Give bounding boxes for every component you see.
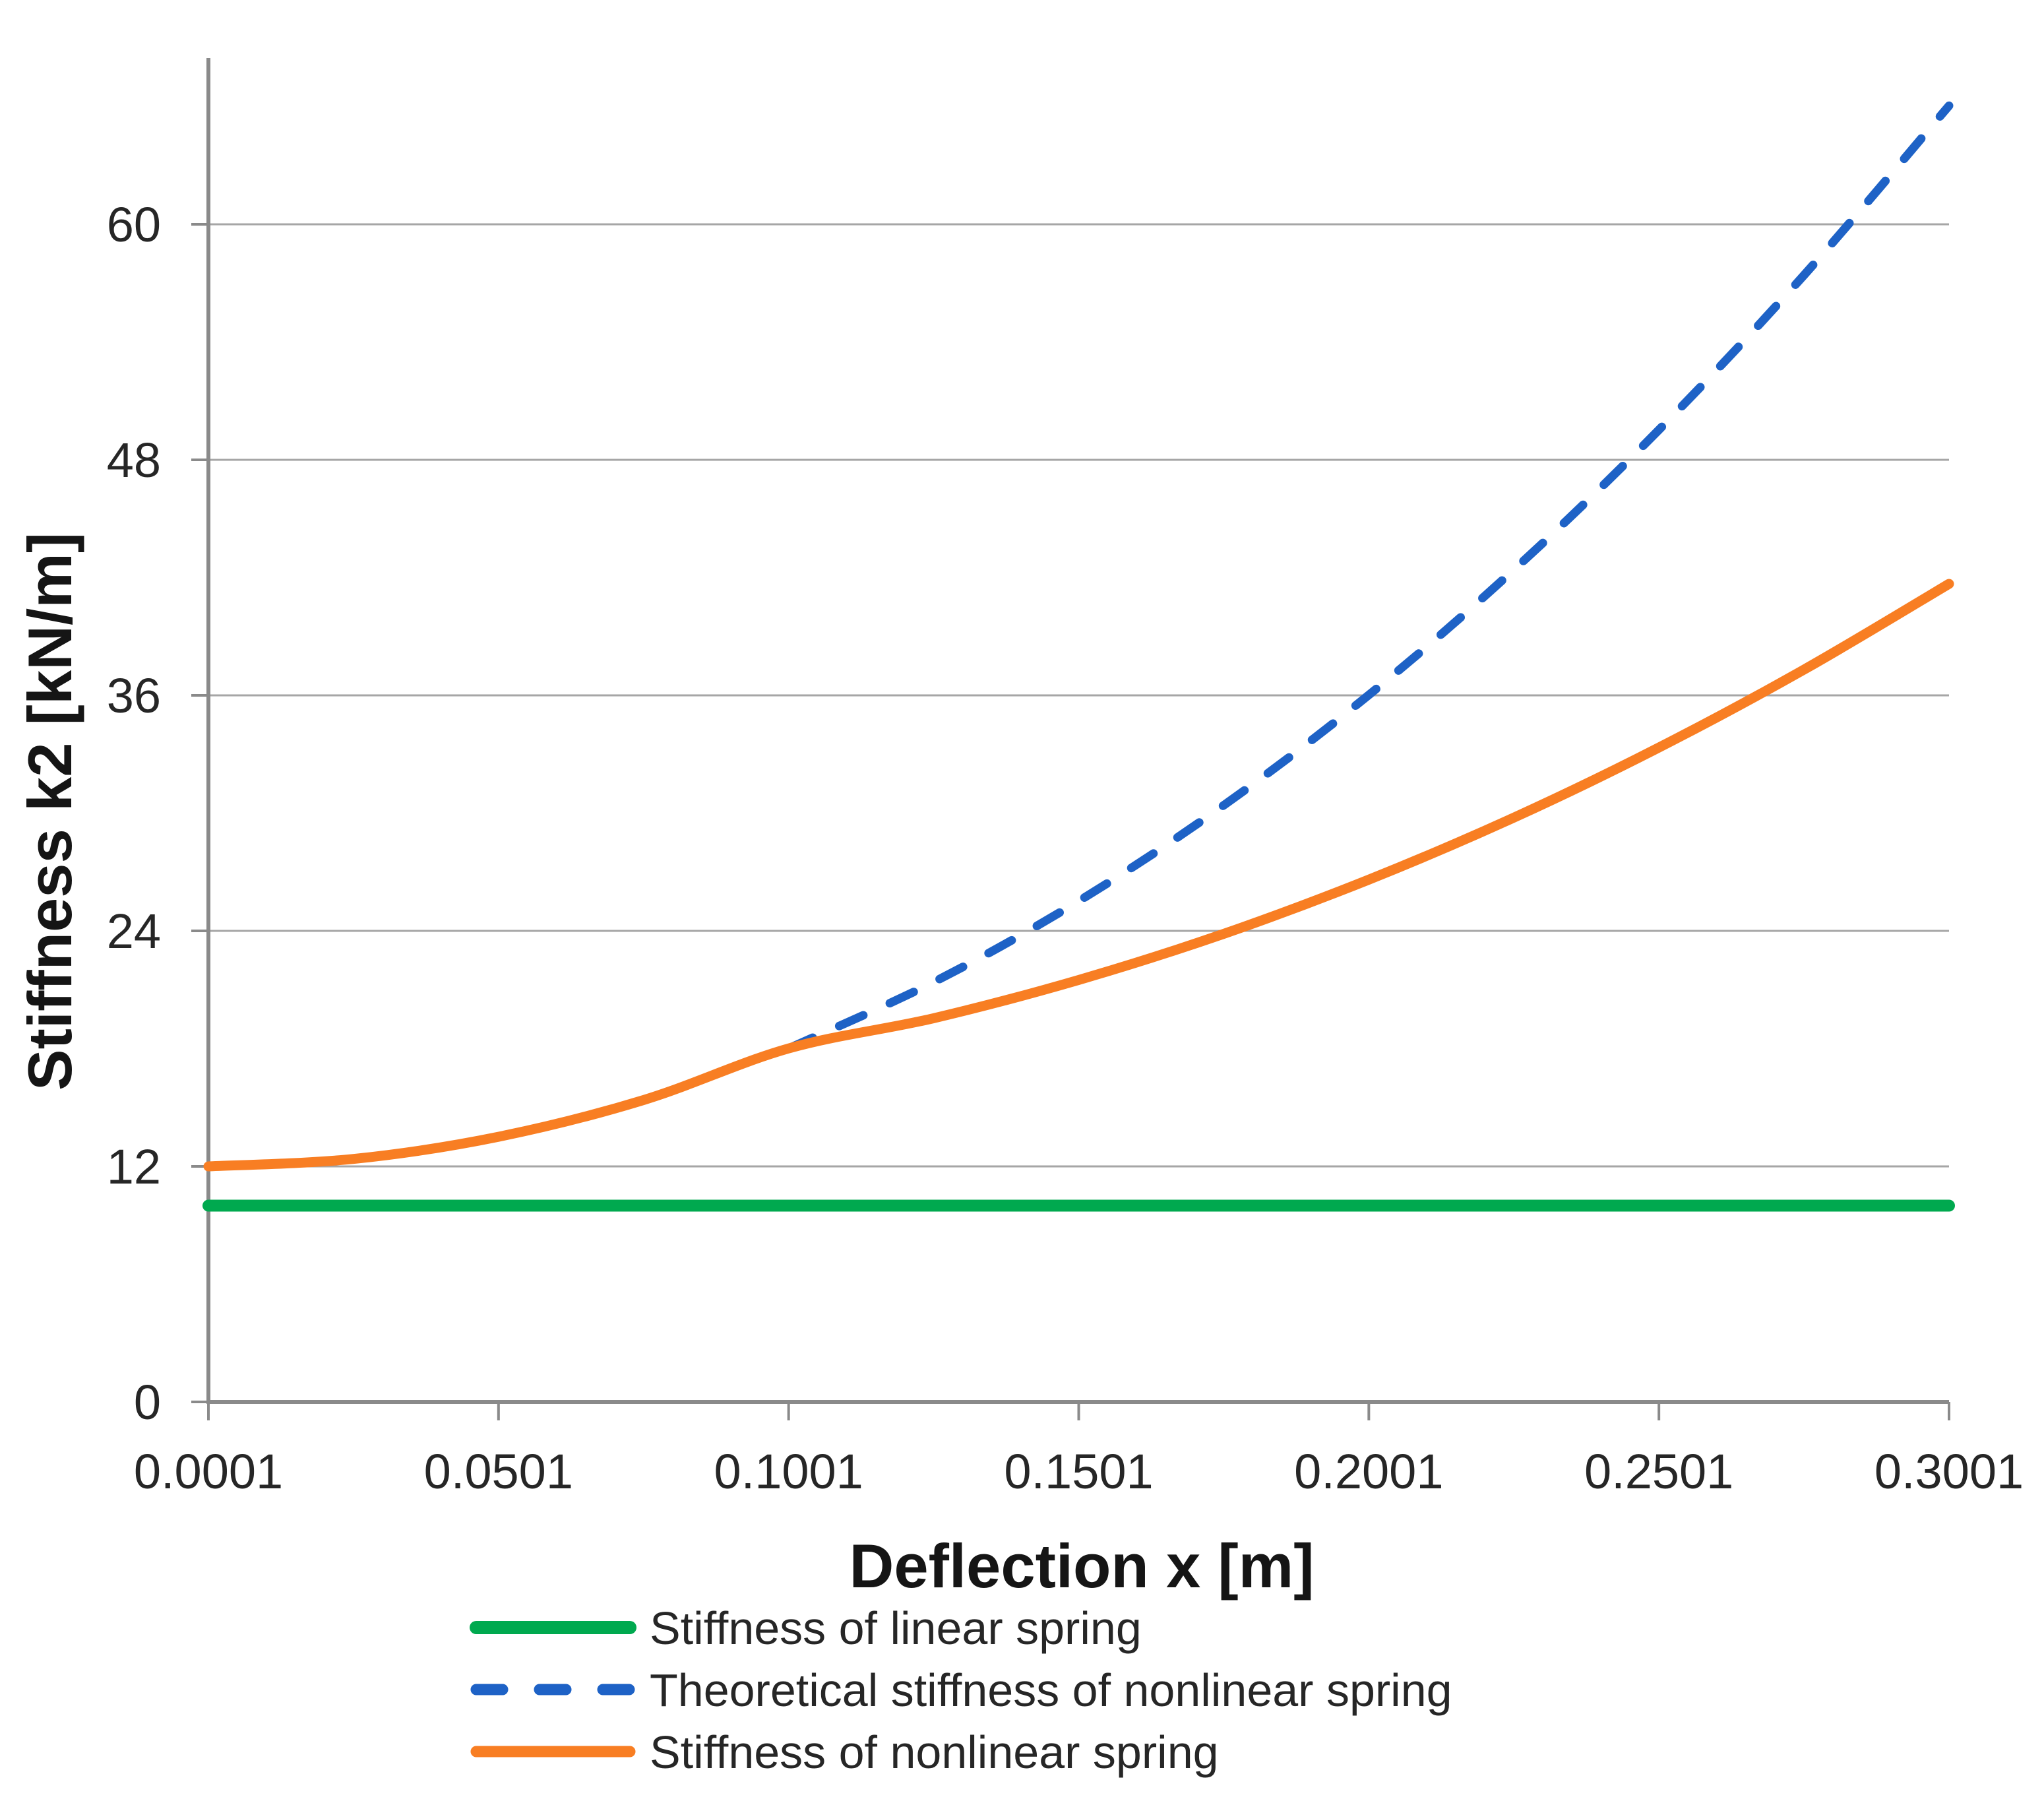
legend-item-nonlinear-spring: Stiffness of nonlinear spring xyxy=(470,1726,1219,1778)
y-tick-label: 36 xyxy=(107,668,161,723)
legend-item-theoretical-nonlinear-spring: Theoretical stiffness of nonlinear sprin… xyxy=(470,1664,1452,1716)
x-tick-label: 0.1501 xyxy=(1004,1444,1153,1499)
x-tick-label: 0.0001 xyxy=(134,1444,283,1499)
y-tick-label: 48 xyxy=(107,433,161,488)
y-axis-title: Stiffness k2 [kN/m] xyxy=(15,532,84,1091)
legend-label-linear-spring: Stiffness of linear spring xyxy=(650,1602,1142,1654)
series-theoretical-nonlinear-spring xyxy=(784,101,1954,1053)
x-tick-label: 0.2501 xyxy=(1584,1444,1733,1499)
x-axis-title: Deflection x [m] xyxy=(849,1531,1314,1600)
series-nonlinear-spring xyxy=(203,579,1954,1172)
x-tick-label: 0.3001 xyxy=(1874,1444,2024,1499)
legend-label-theoretical-nonlinear-spring: Theoretical stiffness of nonlinear sprin… xyxy=(650,1664,1452,1716)
legend-label-nonlinear-spring: Stiffness of nonlinear spring xyxy=(650,1726,1219,1778)
legend: Stiffness of linear spring Theoretical s… xyxy=(470,1602,1452,1778)
x-tick-label: 0.2001 xyxy=(1294,1444,1443,1499)
x-tick-label: 0.1001 xyxy=(714,1444,863,1499)
x-tick-label: 0.0501 xyxy=(424,1444,573,1499)
y-tick-label: 60 xyxy=(107,197,161,252)
legend-item-linear-spring: Stiffness of linear spring xyxy=(470,1602,1142,1654)
y-tick-label: 12 xyxy=(107,1139,161,1194)
tick-marks xyxy=(191,223,1950,1420)
series-lines xyxy=(202,101,1955,1212)
tick-labels: 0 12 24 36 48 60 0.0001 0.0501 0.1001 0.1501 0.200… xyxy=(107,197,2024,1499)
y-tick-label: 24 xyxy=(107,904,161,959)
y-tick-label: 0 xyxy=(134,1375,161,1430)
gridlines xyxy=(208,223,1949,1168)
